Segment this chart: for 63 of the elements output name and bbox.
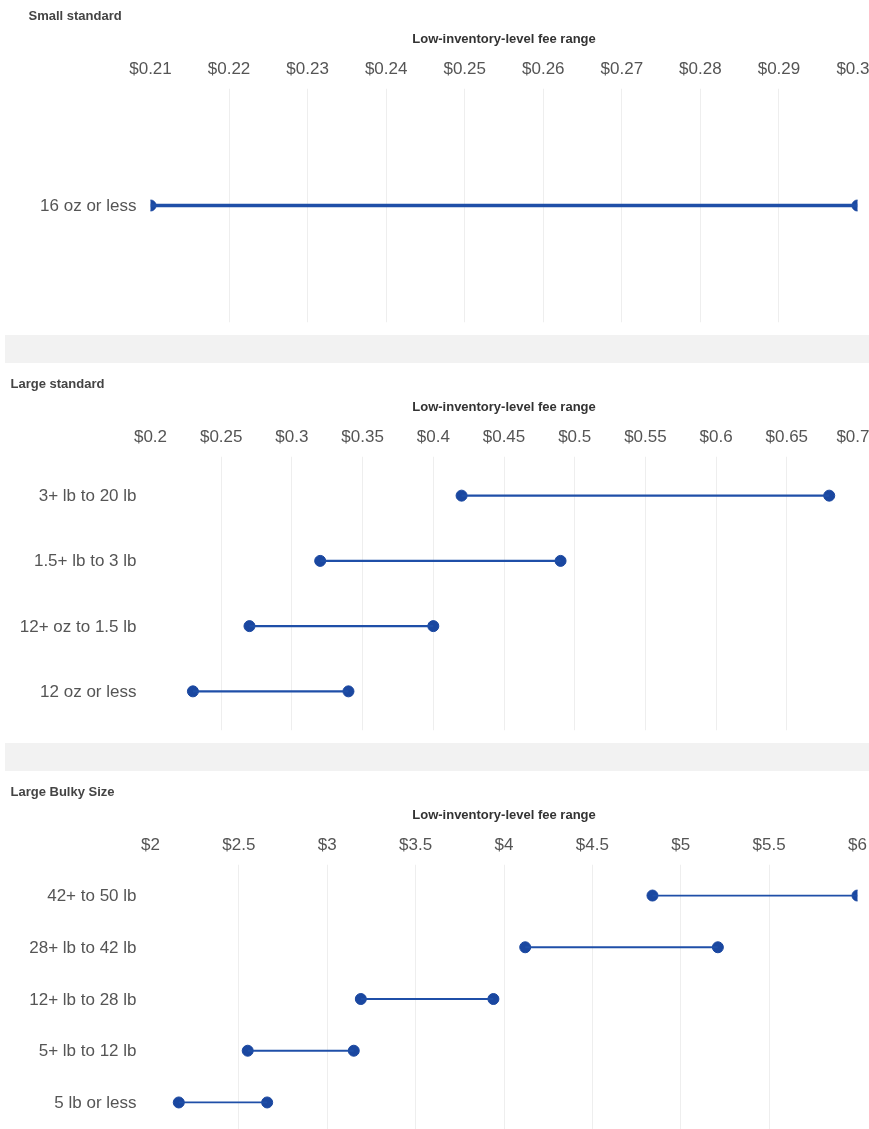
point [261, 1096, 274, 1109]
x-tick-label: $0.27 [600, 58, 644, 78]
x-tick-label: $3.5 [399, 834, 433, 854]
point [347, 1044, 360, 1057]
x-tick-label: $5 [671, 834, 691, 854]
chart-title: Large Bulky Size [10, 783, 115, 799]
point [241, 1044, 254, 1057]
point [455, 489, 468, 502]
point [342, 685, 355, 698]
point [823, 489, 836, 502]
chart-title: Small standard [28, 7, 122, 23]
x-tick-label: $0.5 [558, 426, 592, 446]
point [646, 889, 659, 902]
y-tick-label: 42+ to 50 lb [47, 886, 137, 906]
y-tick-label: 5+ lb to 12 lb [38, 1041, 137, 1061]
x-tick-label: $0.26 [522, 58, 565, 78]
x-tick-label: $0.25 [443, 58, 486, 78]
point [554, 554, 567, 567]
point [427, 620, 440, 633]
x-tick-label: $0.65 [765, 426, 809, 446]
x-tick-label: $0.4 [416, 426, 450, 446]
x-tick-label: $2 [141, 834, 160, 854]
x-tick-label: $0.2 [133, 426, 168, 446]
point [243, 620, 256, 633]
x-tick-label: $4.5 [575, 834, 609, 854]
x-tick-label: $0.3 [836, 58, 869, 78]
point [172, 1096, 185, 1109]
y-tick-label: 12+ oz to 1.5 lb [19, 616, 137, 636]
x-tick-label: $0.45 [482, 426, 526, 446]
y-tick-label: 1.5+ lb to 3 lb [33, 551, 137, 571]
x-tick-label: $6 [848, 834, 867, 854]
y-tick-label: 3+ lb to 20 lb [38, 486, 137, 506]
point [186, 685, 199, 698]
x-tick-label: $0.29 [757, 58, 801, 78]
point [711, 941, 724, 954]
x-tick-label: $5.5 [752, 834, 786, 854]
x-tick-label: $0.21 [129, 58, 172, 78]
x-tick-label: $4 [494, 834, 514, 854]
y-tick-label: 5 lb or less [54, 1092, 137, 1112]
point [314, 554, 327, 567]
x-tick-label: $3 [317, 834, 337, 854]
x-tick-label: $0.28 [679, 58, 722, 78]
x-tick-label: $0.24 [364, 58, 408, 78]
point [487, 993, 500, 1005]
x-tick-label: $0.7 [836, 426, 869, 446]
x-tick-label: $0.35 [341, 426, 384, 446]
y-tick-label: 16 oz or less [40, 196, 137, 215]
x-tick-label: $2.5 [222, 834, 256, 854]
x-tick-label: $0.23 [286, 58, 329, 78]
x-axis-title: Low-inventory-level fee range [412, 398, 596, 414]
x-tick-label: $0.3 [275, 426, 309, 446]
y-tick-label: 12 oz or less [40, 681, 137, 701]
point [519, 941, 532, 954]
y-tick-label: 12+ lb to 28 lb [29, 989, 137, 1009]
x-tick-label: $0.25 [199, 426, 243, 446]
x-tick-label: $0.6 [699, 426, 733, 446]
x-axis-title: Low-inventory-level fee range [412, 30, 596, 46]
point [354, 993, 367, 1005]
x-axis-title: Low-inventory-level fee range [412, 806, 596, 822]
chart-title: Large standard [10, 375, 105, 391]
x-tick-label: $0.22 [207, 58, 251, 78]
y-tick-label: 28+ lb to 42 lb [29, 937, 137, 957]
x-tick-label: $0.55 [624, 426, 667, 446]
